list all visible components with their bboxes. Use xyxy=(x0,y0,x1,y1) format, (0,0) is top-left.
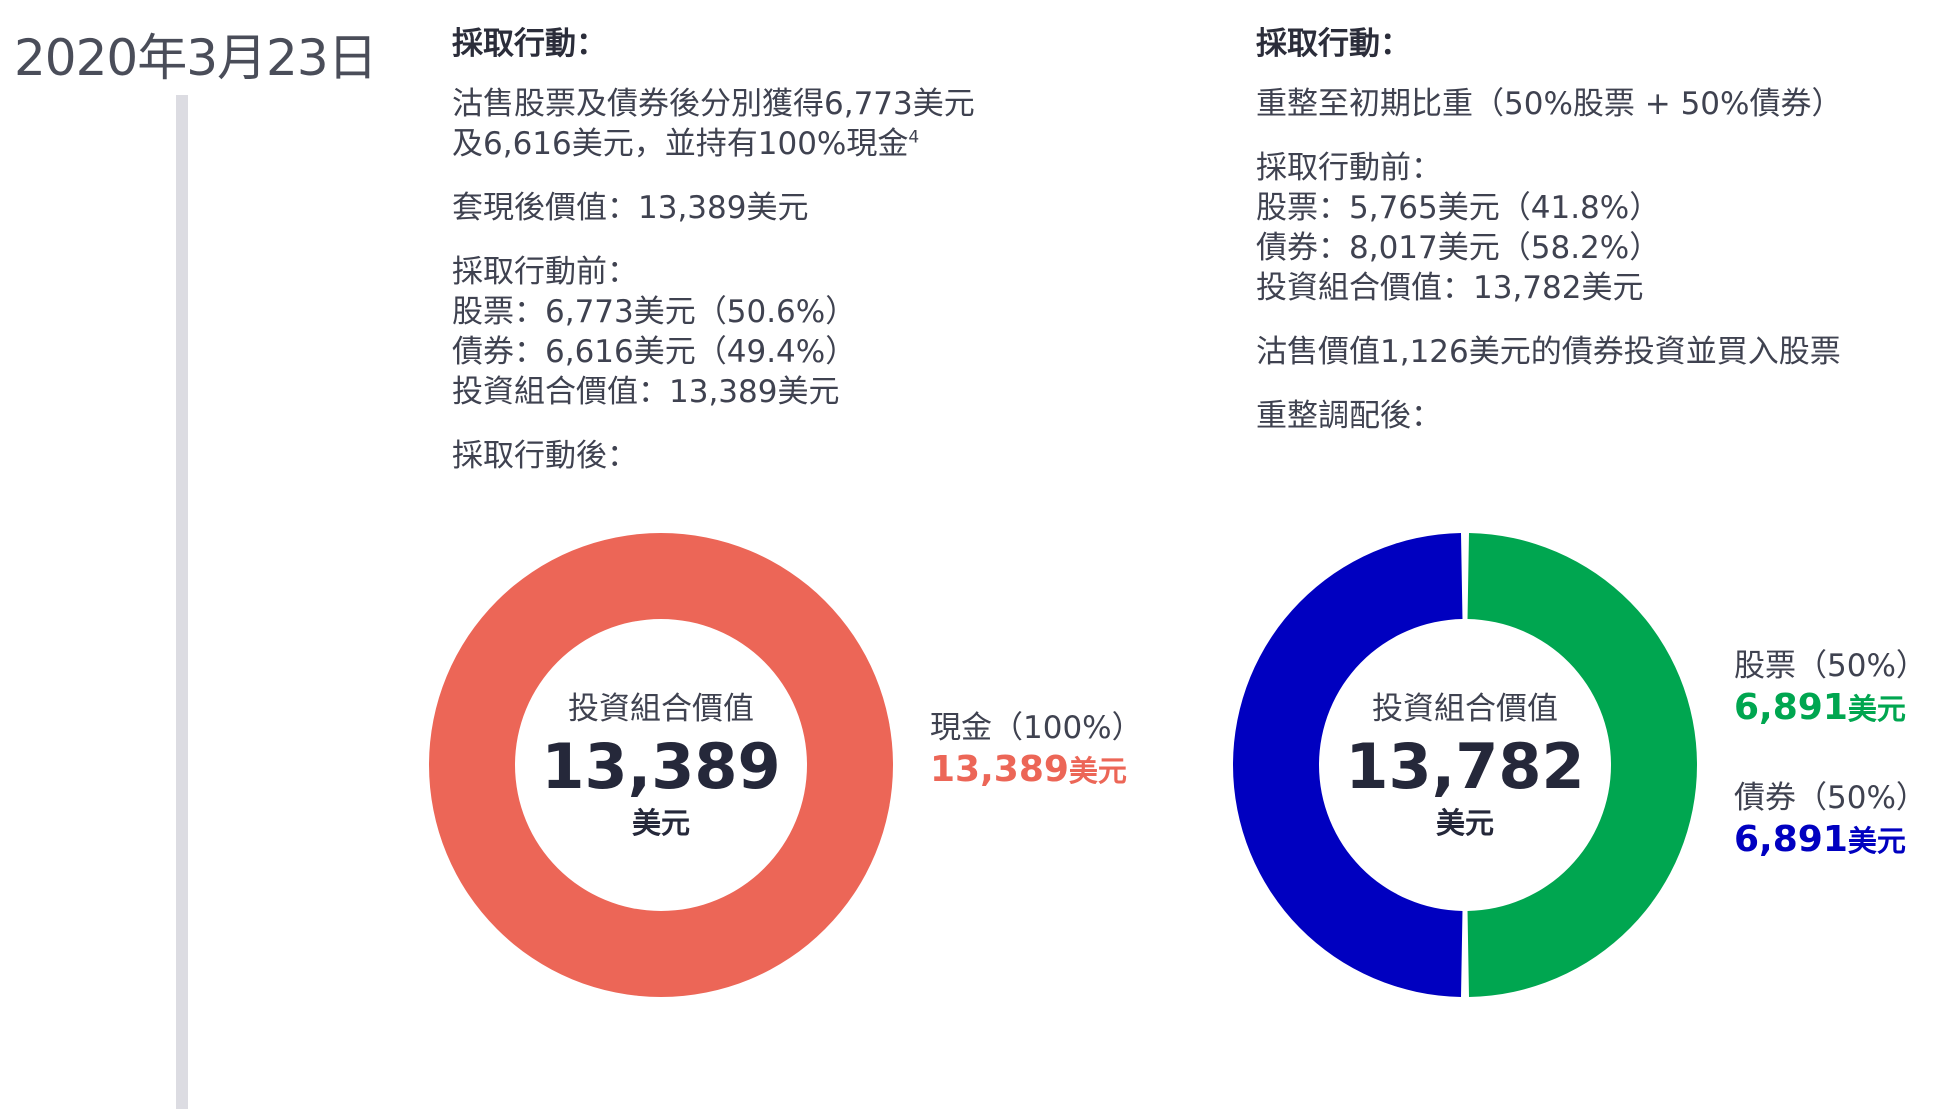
rebalanced-donut-svg xyxy=(1233,533,1697,997)
left-before-title: 採取行動前： xyxy=(452,254,638,290)
left-before-block: 採取行動前： 股票：6,773美元（50.6%） 債券：6,616美元（49.4… xyxy=(452,252,1052,412)
rebalanced-center-label: 投資組合價值 xyxy=(1372,691,1558,727)
cash-donut-center: 投資組合價值 13,389 美元 xyxy=(426,530,896,1000)
left-after-title: 採取行動後： xyxy=(452,438,638,474)
stock-legend-number: 6,891 xyxy=(1734,687,1848,728)
bond-legend-value: 6,891美元 xyxy=(1734,818,1927,863)
stock-legend: 股票（50%） 6,891美元 xyxy=(1734,646,1927,731)
cash-center-unit: 美元 xyxy=(631,806,690,840)
left-action-line-1: 沽售股票及債券後分別獲得6,773美元 xyxy=(452,86,975,122)
rebalanced-center-value: 13,782 xyxy=(1345,730,1585,803)
cash-donut-svg xyxy=(429,533,893,997)
cash-center-value: 13,389 xyxy=(541,730,781,803)
right-after-title: 重整調配後： xyxy=(1256,398,1442,434)
right-before-block: 採取行動前： 股票：5,765美元（41.8%） 債券：8,017美元（58.2… xyxy=(1256,148,1936,308)
left-action-description: 沽售股票及債券後分別獲得6,773美元 及6,616美元，並持有100%現金4 xyxy=(452,84,1052,164)
bond-legend-name: 債券（50%） xyxy=(1734,780,1927,816)
donut-slice-1-1 xyxy=(1233,533,1463,997)
left-action-line-2: 及6,616美元，並持有100%現金4 xyxy=(452,124,1052,164)
right-trade-description: 沽售價值1,126美元的債券投資並買入股票 xyxy=(1256,334,1841,370)
rebalanced-donut-chart: 投資組合價值 13,782 美元 xyxy=(1230,530,1700,1000)
date-label: 2020年3月23日 xyxy=(14,29,378,87)
left-action-line-2-text: 及6,616美元，並持有100%現金 xyxy=(452,126,909,162)
left-action-header: 採取行動： xyxy=(452,26,607,62)
left-cash-value: 套現後價值：13,389美元 xyxy=(452,190,809,226)
cash-legend-name: 現金（100%） xyxy=(930,710,1143,746)
left-before-total: 投資組合價值：13,389美元 xyxy=(452,374,840,410)
bond-legend-unit: 美元 xyxy=(1847,824,1906,858)
cash-legend-value: 13,389美元 xyxy=(930,748,1143,793)
rebalanced-center-unit: 美元 xyxy=(1435,806,1494,840)
cash-legend: 現金（100%） 13,389美元 xyxy=(930,708,1143,793)
bond-legend-number: 6,891 xyxy=(1734,819,1848,860)
stock-legend-name: 股票（50%） xyxy=(1734,648,1927,684)
bond-legend: 債券（50%） 6,891美元 xyxy=(1734,778,1927,863)
cash-donut-chart: 投資組合價值 13,389 美元 xyxy=(426,530,896,1000)
donut-slice-0-0 xyxy=(429,533,893,997)
right-before-stock: 股票：5,765美元（41.8%） xyxy=(1256,190,1661,226)
right-action-description: 重整至初期比重（50%股票 + 50%債券） xyxy=(1256,86,1843,122)
right-action-header: 採取行動： xyxy=(1256,26,1411,62)
timeline-bar xyxy=(176,95,188,1109)
rebalanced-donut-center: 投資組合價值 13,782 美元 xyxy=(1230,530,1700,1000)
right-action-panel: 採取行動： 重整至初期比重（50%股票 + 50%債券） 採取行動前： 股票：5… xyxy=(1256,24,1936,460)
donut-slice-1-0 xyxy=(1467,533,1697,997)
stock-legend-unit: 美元 xyxy=(1847,692,1906,726)
right-before-total: 投資組合價值：13,782美元 xyxy=(1256,270,1644,306)
left-before-bond: 債券：6,616美元（49.4%） xyxy=(452,334,857,370)
right-before-title: 採取行動前： xyxy=(1256,150,1442,186)
cash-legend-number: 13,389 xyxy=(930,749,1069,790)
right-before-bond: 債券：8,017美元（58.2%） xyxy=(1256,230,1661,266)
left-before-stock: 股票：6,773美元（50.6%） xyxy=(452,294,857,330)
cash-legend-unit: 美元 xyxy=(1068,754,1127,788)
cash-center-label: 投資組合價值 xyxy=(568,691,754,727)
footnote-marker: 4 xyxy=(908,127,920,148)
stock-legend-value: 6,891美元 xyxy=(1734,686,1927,731)
left-action-panel: 採取行動： 沽售股票及債券後分別獲得6,773美元 及6,616美元，並持有10… xyxy=(452,24,1052,500)
